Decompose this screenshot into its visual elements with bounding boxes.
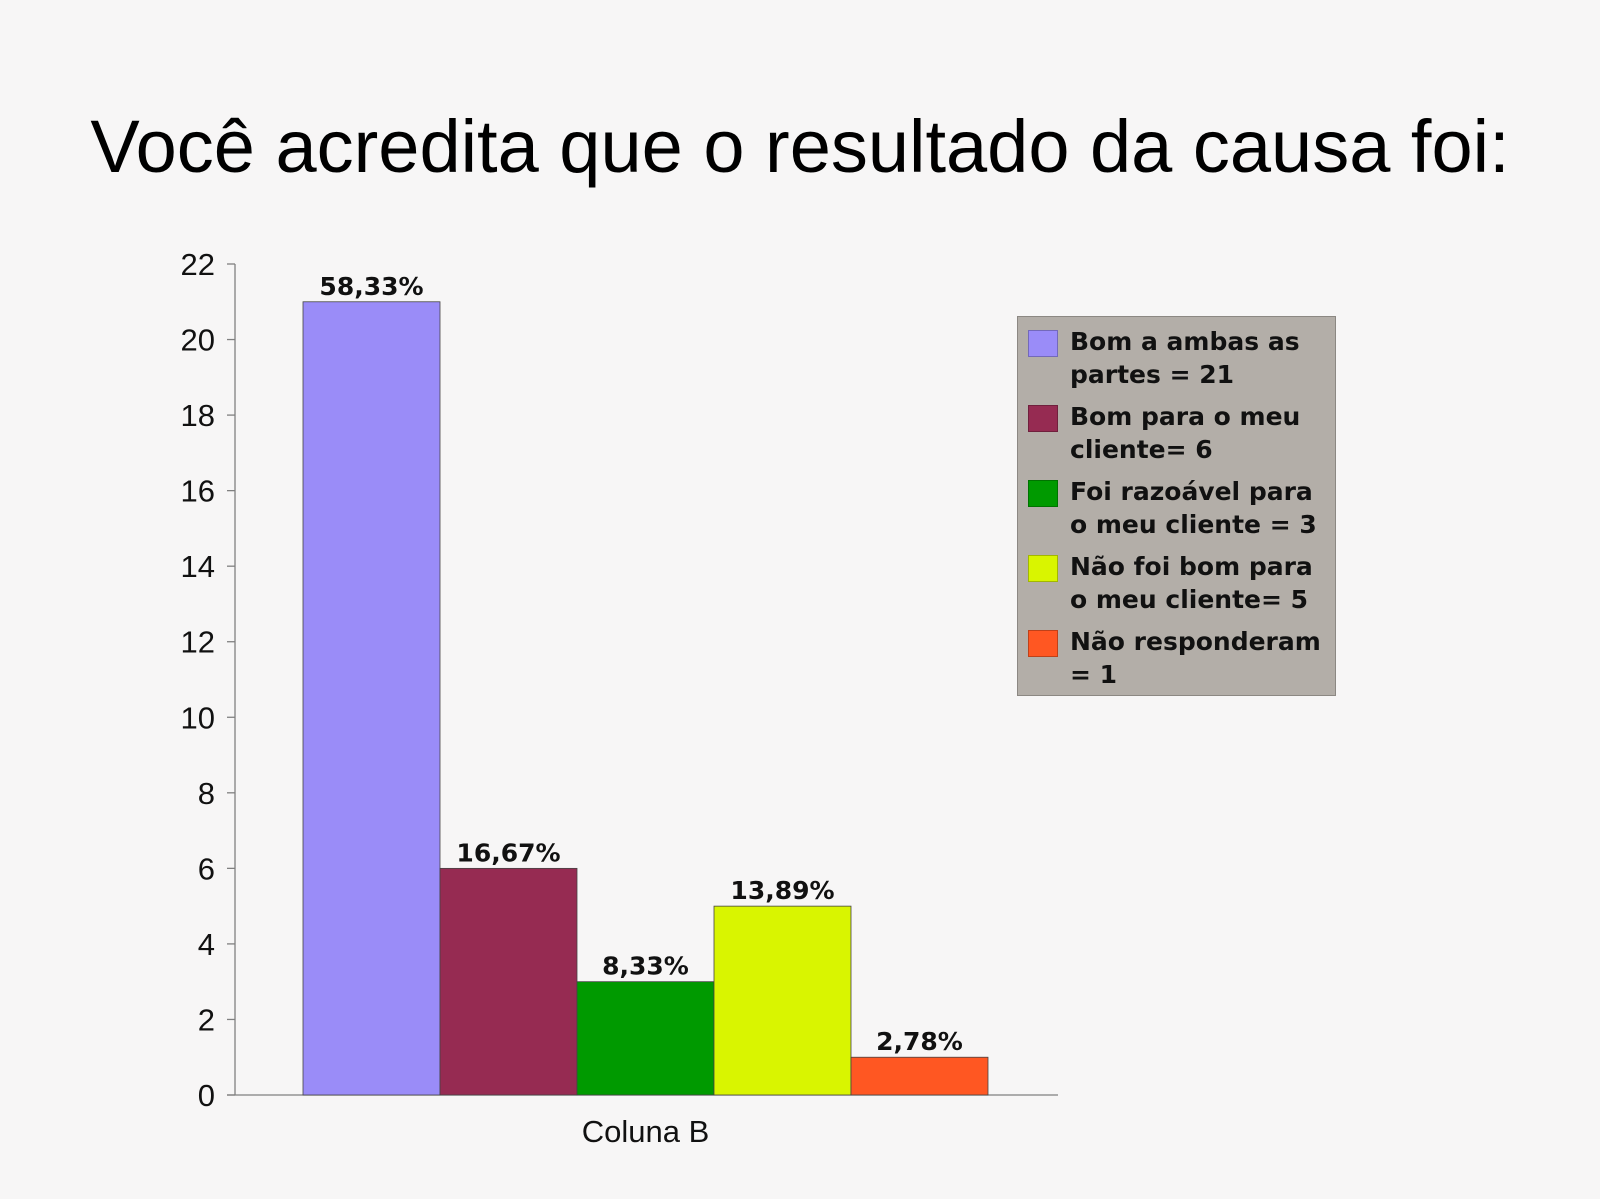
bar-data-label: 13,89% bbox=[730, 876, 834, 905]
legend-label: Não foi bom para o meu cliente= 5 bbox=[1070, 552, 1313, 614]
legend-label: Bom a ambas as partes = 21 bbox=[1070, 327, 1300, 389]
y-tick-label: 20 bbox=[181, 323, 215, 358]
legend-label: Bom para o meu cliente= 6 bbox=[1070, 402, 1301, 464]
bar-1 bbox=[302, 301, 441, 1096]
chart-legend: Bom a ambas as partes = 21 Bom para o meu… bbox=[1017, 316, 1336, 696]
legend-item: Foi razoável para o meu cliente = 3 bbox=[1028, 475, 1327, 541]
legend-swatch bbox=[1028, 480, 1058, 507]
y-tick-label: 12 bbox=[181, 625, 215, 660]
y-tick-label: 0 bbox=[198, 1078, 215, 1113]
legend-swatch bbox=[1028, 330, 1058, 357]
x-category-label: Coluna B bbox=[582, 1114, 710, 1149]
y-tick-label: 16 bbox=[181, 474, 215, 509]
legend-swatch bbox=[1028, 555, 1058, 582]
bar-data-label: 58,33% bbox=[319, 272, 423, 301]
legend-label: Foi razoável para o meu cliente = 3 bbox=[1070, 477, 1317, 539]
legend-swatch bbox=[1028, 630, 1058, 657]
y-tick-label: 6 bbox=[198, 851, 215, 886]
legend-swatch bbox=[1028, 405, 1058, 432]
bar-data-label: 16,67% bbox=[456, 838, 560, 867]
bar-data-label: 8,33% bbox=[602, 952, 689, 981]
y-tick-label: 8 bbox=[198, 776, 215, 811]
y-tick-label: 10 bbox=[181, 700, 215, 735]
chart-title: Você acredita que o resultado da causa f… bbox=[90, 105, 1510, 188]
legend-item: Bom para o meu cliente= 6 bbox=[1028, 400, 1327, 466]
bar-3 bbox=[576, 981, 715, 1096]
y-tick-label: 4 bbox=[198, 927, 215, 962]
y-tick-label: 2 bbox=[198, 1002, 215, 1037]
bar-data-label: 2,78% bbox=[876, 1027, 963, 1056]
legend-item: Bom a ambas as partes = 21 bbox=[1028, 325, 1327, 391]
bar-5 bbox=[850, 1056, 989, 1096]
y-tick-label: 22 bbox=[181, 247, 215, 282]
y-tick-label: 14 bbox=[181, 549, 215, 584]
bar-2 bbox=[439, 867, 578, 1096]
legend-item: Não responderam = 1 bbox=[1028, 625, 1327, 691]
legend-item: Não foi bom para o meu cliente= 5 bbox=[1028, 550, 1327, 616]
bar-4 bbox=[713, 905, 852, 1096]
legend-label: Não responderam = 1 bbox=[1070, 627, 1321, 689]
y-tick-label: 18 bbox=[181, 398, 215, 433]
